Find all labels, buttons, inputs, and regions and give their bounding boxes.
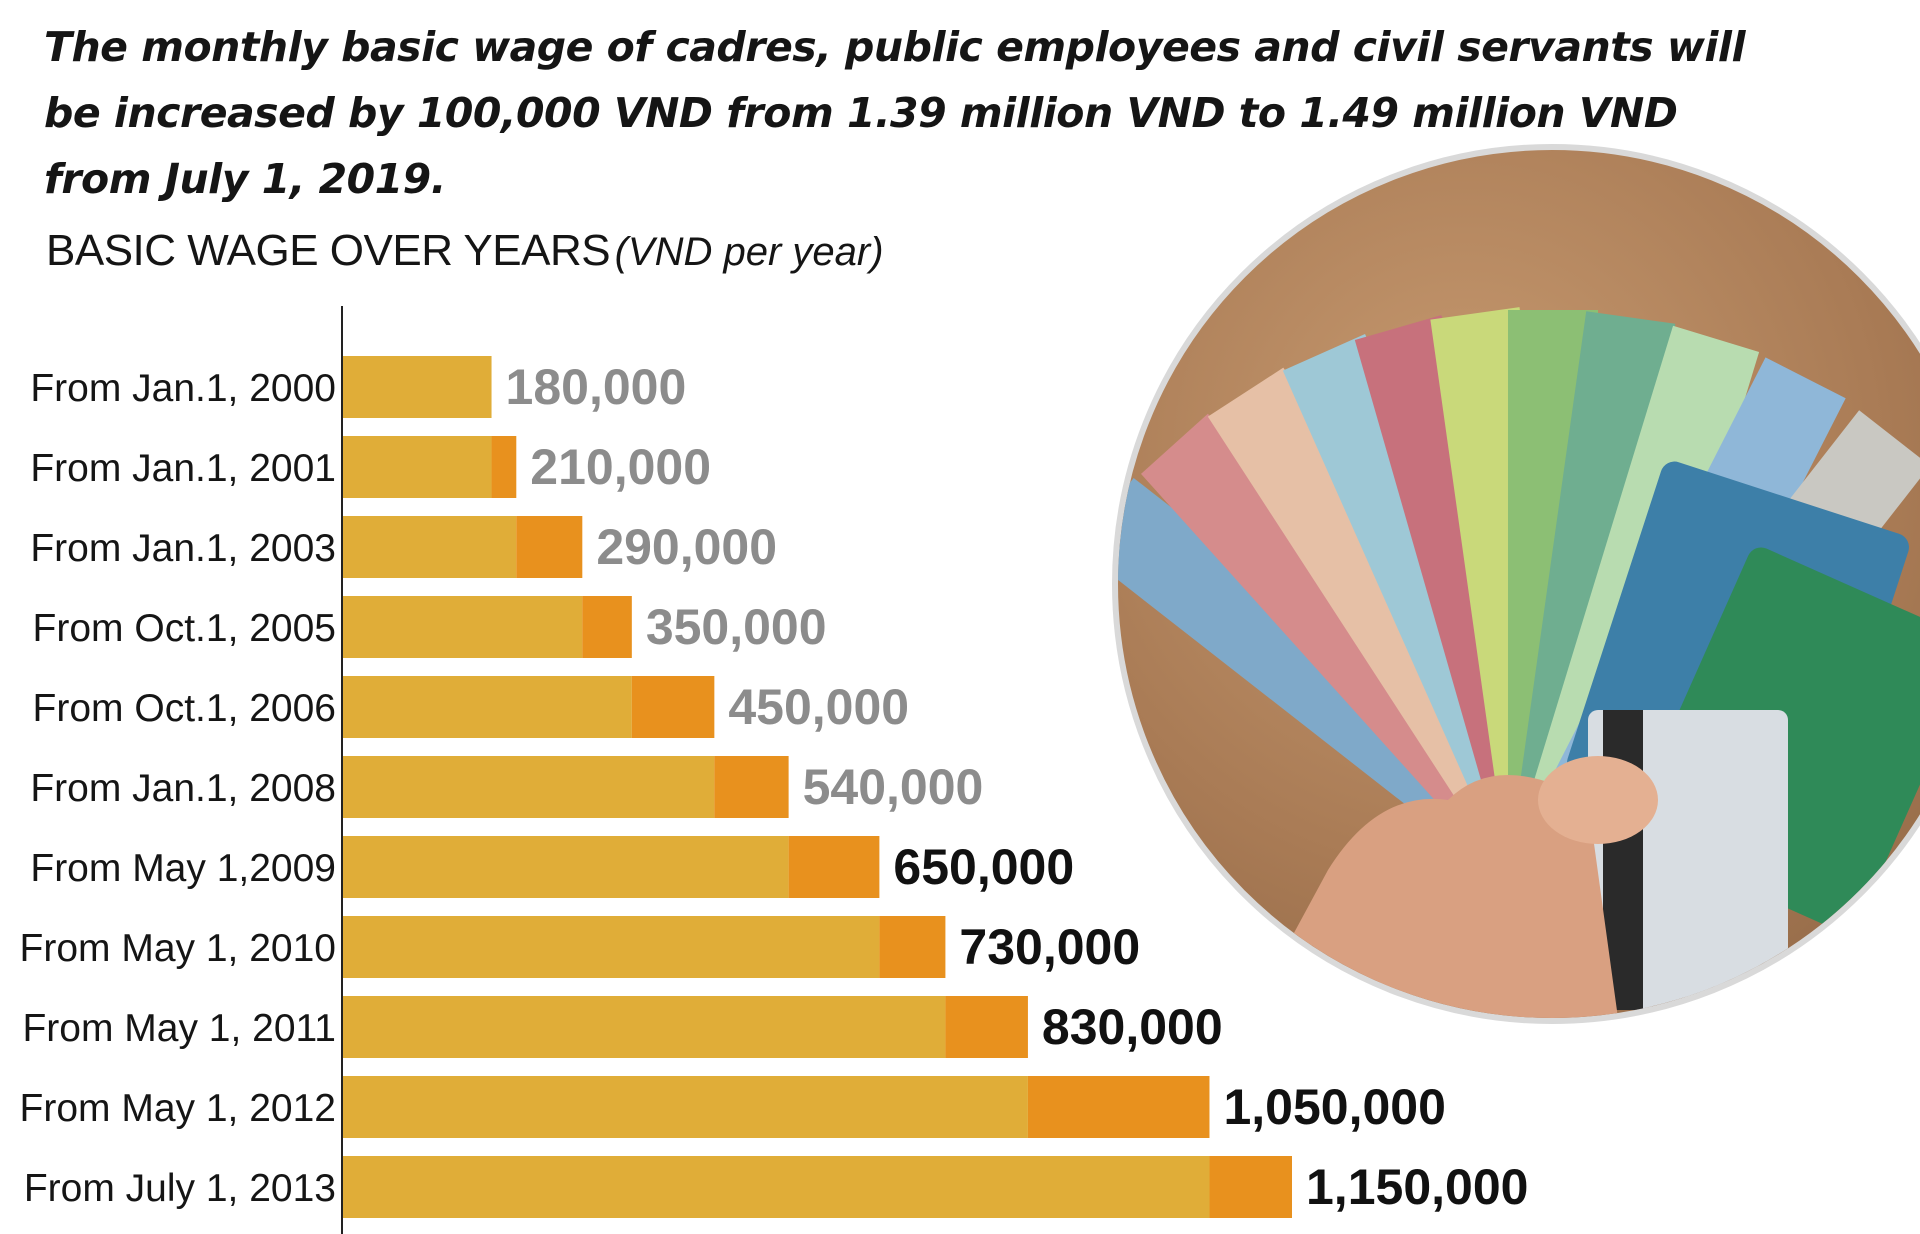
bar-increase: [714, 756, 789, 818]
bar-base: [343, 676, 632, 738]
bar-increase: [1209, 1156, 1292, 1218]
value-label: 1,050,000: [1223, 1079, 1445, 1135]
bar-base: [343, 516, 517, 578]
category-label: From Jan.1, 2000: [30, 367, 336, 410]
value-label: 730,000: [959, 919, 1140, 975]
value-label: 830,000: [1042, 999, 1223, 1055]
bar-base: [343, 1156, 1210, 1218]
money-fan-illustration: [1118, 307, 1920, 1018]
value-label: 1,150,000: [1306, 1159, 1528, 1215]
category-label: From May 1, 2010: [20, 927, 336, 970]
category-label: From May 1, 2011: [22, 1007, 336, 1050]
bar-base: [343, 356, 492, 418]
category-label: From Jan.1, 2001: [30, 447, 336, 490]
category-label: From Jan.1, 2003: [30, 527, 336, 570]
headline: The monthly basic wage of cadres, public…: [44, 23, 1746, 203]
bar-increase: [1027, 1076, 1210, 1138]
value-label: 350,000: [646, 599, 827, 655]
value-label: 650,000: [893, 839, 1074, 895]
bar-increase: [788, 836, 880, 898]
chart-title-main: BASIC WAGE OVER YEARS: [46, 226, 611, 275]
category-label: From Oct.1, 2006: [33, 687, 336, 730]
value-label: 450,000: [728, 679, 909, 735]
bar-increase: [491, 436, 517, 498]
bar-base: [343, 836, 789, 898]
money-fan-photo: [1112, 144, 1920, 1024]
value-label: 180,000: [506, 359, 687, 415]
bar-base: [343, 1076, 1028, 1138]
bar-increase: [879, 916, 946, 978]
chart-title-unit: (VND per year): [614, 230, 884, 274]
value-label: 540,000: [803, 759, 984, 815]
value-label: 210,000: [530, 439, 711, 495]
bar-base: [343, 756, 715, 818]
category-label: From May 1,2009: [30, 847, 336, 890]
bar-increase: [945, 996, 1028, 1058]
bar-increase: [631, 676, 715, 738]
category-label: From May 1, 2012: [20, 1087, 336, 1130]
category-label: From Oct.1, 2005: [33, 607, 336, 650]
category-label: From Jan.1, 2008: [30, 767, 336, 810]
chart-title: BASIC WAGE OVER YEARS (VND per year): [46, 226, 884, 276]
bar-increase: [582, 596, 632, 658]
bar-base: [343, 596, 583, 658]
value-label: 290,000: [596, 519, 777, 575]
bar-base: [343, 916, 880, 978]
bar-base: [343, 436, 492, 498]
bar-increase: [516, 516, 583, 578]
category-label: From July 1, 2013: [24, 1167, 336, 1210]
bar-base: [343, 996, 946, 1058]
